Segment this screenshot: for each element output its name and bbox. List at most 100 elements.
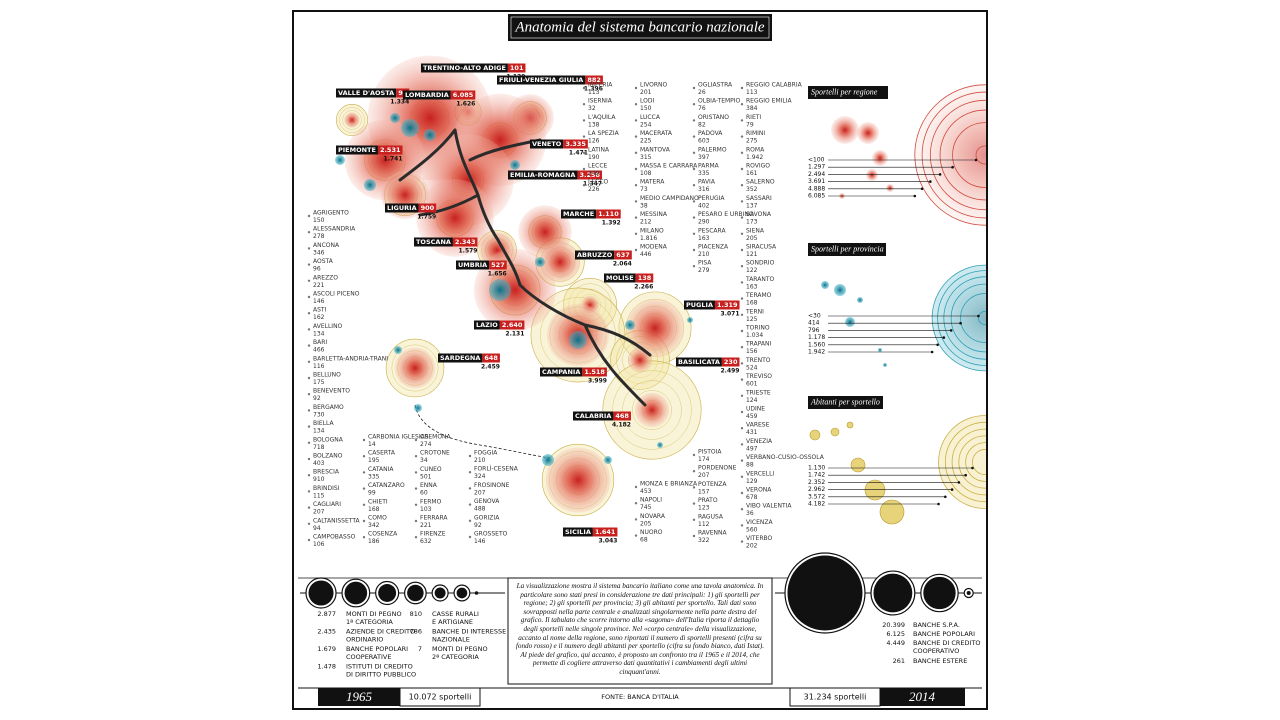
- province-sportelli: 207: [698, 472, 710, 479]
- province-bullet: [740, 297, 744, 300]
- province-bullet: [740, 281, 744, 284]
- province-sportelli: 453: [640, 488, 652, 495]
- legend-circle: [951, 428, 986, 496]
- province-name: MODENA: [640, 244, 668, 251]
- halo-ring: [339, 107, 365, 133]
- province-name: LUCCA: [640, 114, 661, 121]
- region-name-box: [385, 203, 419, 213]
- province-sportelli: 162: [313, 314, 325, 321]
- count-label: BANCHE ESTERE: [913, 657, 967, 665]
- province-bullet: [740, 103, 744, 106]
- source: FONTE: BANCA D'ITALIA: [601, 693, 679, 701]
- province-name: PRATO: [698, 497, 718, 504]
- region-name-box: [530, 139, 564, 149]
- legend-dot: [937, 502, 940, 506]
- count-label: BANCHE POPOLARI: [913, 630, 975, 638]
- province-sportelli: 82: [698, 121, 706, 128]
- province-sportelli: 322: [698, 537, 710, 544]
- province-name: VITERBO: [746, 535, 773, 542]
- region-sportelli: 1.319: [717, 301, 738, 309]
- province-bullet: [307, 263, 311, 266]
- province-sportelli: 168: [746, 300, 758, 307]
- region-name-box: [421, 63, 508, 73]
- count-value: 1.679: [317, 645, 336, 653]
- legend-circle: [921, 91, 986, 219]
- sportelli-box: [577, 170, 603, 180]
- province-bullet: [307, 328, 311, 331]
- province-sportelli: 459: [746, 413, 758, 420]
- sportelli-box: [396, 88, 410, 98]
- province-name: FIRENZE: [420, 531, 446, 538]
- region-abitanti: 1.579: [459, 248, 478, 255]
- province-sportelli: 402: [698, 202, 710, 209]
- province-bullet: [740, 167, 744, 171]
- region-abitanti: 1.396: [584, 86, 603, 93]
- province-bullet: [468, 503, 472, 506]
- province-bullet: [692, 135, 696, 138]
- legend-value: <100: [808, 157, 825, 164]
- region-abitanti: 2.499: [721, 368, 740, 375]
- legend-circle: [965, 442, 986, 482]
- legend-dot: [977, 314, 980, 318]
- region-abitanti: 2.459: [481, 364, 500, 371]
- region-name: MOLISE: [606, 274, 634, 282]
- province-sportelli: 290: [698, 219, 710, 226]
- total-left: 10.072 sportelli: [409, 693, 472, 702]
- region-name-box: [540, 367, 583, 377]
- province-name: RAVENNA: [698, 530, 728, 537]
- legend-circle: [914, 84, 986, 226]
- province-bullet: [307, 506, 311, 509]
- province-name: PARMA: [698, 163, 720, 170]
- province-name: CUNEO: [420, 466, 442, 473]
- region-sportelli: 648: [484, 354, 498, 362]
- legend-dot: [950, 488, 954, 491]
- province-sportelli: 601: [746, 381, 758, 388]
- province-bullet: [740, 200, 744, 203]
- province-sportelli: 279: [698, 267, 710, 274]
- legend-dot: [942, 336, 946, 339]
- province-sportelli: 96: [313, 266, 321, 273]
- province-name: PADOVA: [698, 130, 723, 137]
- region-name-box: [684, 300, 715, 310]
- province-sportelli: 134: [313, 330, 325, 337]
- province-bullet: [414, 455, 418, 458]
- province-name: SASSARI: [746, 195, 772, 202]
- region-abitanti: 2.064: [613, 261, 632, 268]
- province-sportelli: 205: [640, 520, 652, 527]
- region-abitanti: 1.656: [488, 271, 507, 278]
- province-bullet: [307, 474, 311, 477]
- sportelli-core: [627, 347, 653, 373]
- legend-value: 4.182: [808, 501, 825, 508]
- province-sportelli: 1.034: [746, 332, 763, 339]
- province-sportelli: 108: [640, 170, 652, 177]
- province-sportelli: 173: [746, 219, 758, 226]
- province-name: CATANZARO: [368, 482, 405, 489]
- region-abitanti: 1.741: [384, 156, 403, 163]
- province-sportelli: 157: [698, 488, 710, 495]
- province-name: CAGLIARI: [313, 501, 341, 508]
- province-sportelli: 124: [746, 397, 758, 404]
- sportelli-core: [625, 298, 685, 358]
- province-bullet: [468, 487, 472, 490]
- province-name: TRAPANI: [745, 341, 772, 348]
- province-bullet: [740, 119, 744, 122]
- province-name: BENEVENTO: [313, 388, 350, 395]
- legend-value: 3.691: [808, 178, 825, 185]
- province-bullet: [740, 265, 744, 268]
- province-name: ROVIGO: [746, 163, 770, 170]
- region-name-box: [497, 75, 586, 85]
- region-sportelli: 882: [587, 76, 601, 84]
- sportelli-box: [714, 300, 740, 310]
- province-bullet: [692, 486, 696, 489]
- region-labels: VALLE D'AOSTA 96 1.334 TRENTINO-ALTO ADIGE 1…: [336, 63, 740, 545]
- province-name: VICENZA: [746, 519, 773, 526]
- legend-value: 2.962: [808, 486, 825, 493]
- legend-title-box: [808, 396, 883, 409]
- legend-value: 1.130: [808, 465, 825, 472]
- region-name: PUGLIA: [686, 301, 713, 309]
- province-sportelli: 346: [313, 249, 325, 256]
- province-bullet: [307, 441, 311, 444]
- region-sportelli: 230: [724, 358, 738, 366]
- legend-dot: [971, 466, 974, 470]
- legend-circle: [939, 109, 986, 201]
